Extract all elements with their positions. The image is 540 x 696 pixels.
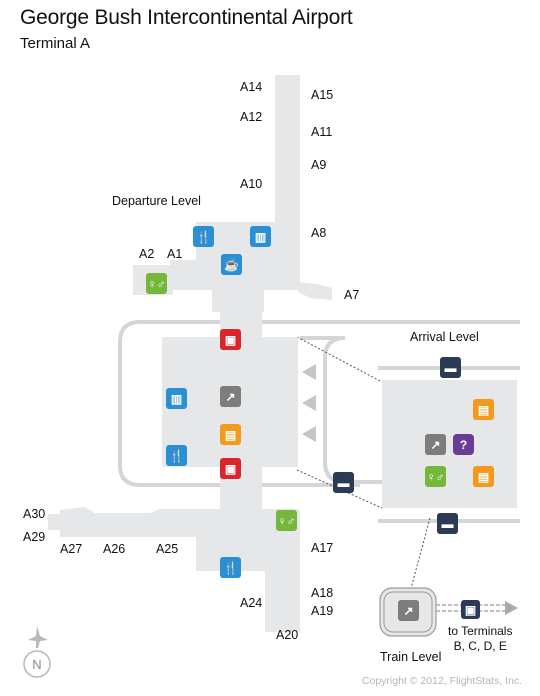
west-concourse [60, 507, 198, 537]
shopping-icon[interactable]: ▥ [166, 388, 187, 409]
gate-label: A18 [311, 586, 334, 600]
gate-label: A25 [156, 542, 179, 556]
compass-rose [28, 626, 48, 648]
gate-A7-pier [298, 282, 332, 300]
north-connector [212, 287, 264, 312]
label-arrival-level: Arrival Level [410, 330, 479, 344]
gate-label: A14 [240, 80, 263, 94]
restroom-icon[interactable]: ♀♂ [276, 510, 297, 531]
arrival-arrow [302, 395, 316, 411]
restroom-icon[interactable]: ♀♂ [146, 273, 167, 294]
label-train-level: Train Level [380, 650, 442, 664]
leader-line [296, 336, 383, 383]
baggage-icon[interactable]: ▤ [220, 424, 241, 445]
compass-label: N [32, 657, 41, 672]
gate-label: A15 [311, 88, 334, 102]
copyright-notice: Copyright © 2012, FlightStats, Inc. [361, 675, 522, 687]
escalator-icon[interactable]: ↗ [220, 386, 241, 407]
coffee-icon[interactable]: ☕ [221, 254, 242, 275]
car-rental-icon[interactable]: ▬ [333, 472, 354, 493]
gate-label: A11 [311, 125, 333, 139]
shuttle-bus-icon[interactable]: ▬ [440, 357, 461, 378]
gate-label: A9 [311, 158, 327, 172]
gate-A1-pier [170, 260, 200, 290]
gate-label: A17 [311, 541, 334, 555]
train-icon[interactable]: ▣ [461, 600, 480, 619]
gate-label: A27 [60, 542, 83, 556]
gate-label: A26 [103, 542, 126, 556]
gate-label: A2 [139, 247, 155, 261]
gate-label: A12 [240, 110, 263, 124]
label-departure-level: Departure Level [112, 194, 201, 208]
security-checkpoint-icon[interactable]: ▣ [220, 458, 241, 479]
baggage-icon[interactable]: ▤ [473, 399, 494, 420]
arrival-hall [382, 380, 517, 508]
train-direction-arrow [505, 601, 518, 615]
fork-knife-icon[interactable]: 🍴 [220, 557, 241, 578]
gate-label: A30 [23, 507, 46, 521]
gate-label: A8 [311, 226, 327, 240]
gate-label: A1 [167, 247, 183, 261]
restroom-icon[interactable]: ♀♂ [425, 466, 446, 487]
escalator-icon[interactable]: ↗ [425, 434, 446, 455]
gate-label: A24 [240, 596, 263, 610]
fork-knife-icon[interactable]: 🍴 [193, 226, 214, 247]
arrival-arrow [302, 426, 316, 442]
page-subtitle: Terminal A [20, 35, 91, 52]
escalator-icon[interactable]: ↗ [398, 600, 419, 621]
fork-knife-icon[interactable]: 🍴 [166, 445, 187, 466]
south-concourse [265, 560, 300, 632]
leader-line [409, 517, 431, 593]
road-loop [118, 320, 520, 487]
train-destination-label: to Terminals B, C, D, E [448, 624, 512, 654]
gate-label: A20 [276, 628, 299, 642]
west-pier-A30 [48, 514, 62, 530]
train-destination-line2: B, C, D, E [453, 639, 507, 653]
gate-label: A19 [311, 604, 334, 618]
security-checkpoint-icon[interactable]: ▣ [220, 329, 241, 350]
leader-line [296, 469, 383, 509]
page-title: George Bush Intercontinental Airport [20, 6, 353, 29]
gate-label: A10 [240, 177, 263, 191]
gate-label: A7 [344, 288, 360, 302]
baggage-icon[interactable]: ▤ [473, 466, 494, 487]
shopping-icon[interactable]: ▥ [250, 226, 271, 247]
train-destination-line1: to Terminals [448, 624, 513, 638]
airplane-icon [28, 626, 48, 648]
arrival-arrow [302, 364, 316, 380]
shuttle-bus-icon[interactable]: ▬ [437, 513, 458, 534]
gate-label: A29 [23, 530, 46, 544]
information-icon[interactable]: ? [453, 434, 474, 455]
